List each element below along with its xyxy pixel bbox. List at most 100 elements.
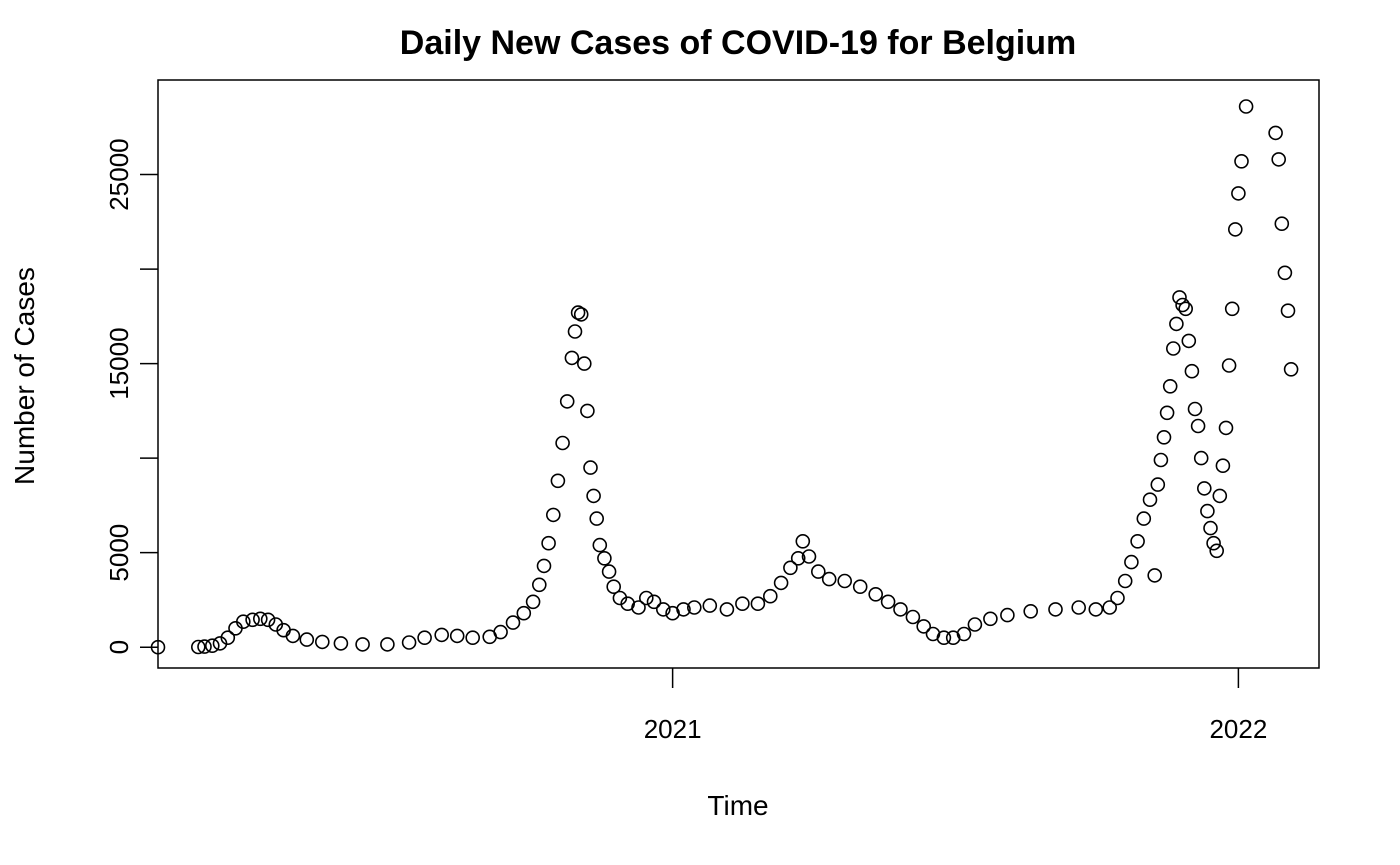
data-point [541, 535, 556, 551]
data-point [1190, 418, 1206, 434]
data-point [536, 558, 552, 574]
data-point [516, 605, 532, 621]
data-point [750, 596, 766, 612]
data-point [702, 598, 718, 613]
data-point [564, 350, 580, 366]
data-point [1175, 297, 1190, 313]
data-point [583, 460, 598, 475]
data-point [550, 473, 566, 489]
data-point [1110, 590, 1125, 606]
data-point [1153, 452, 1169, 468]
plot-frame [157, 79, 1320, 669]
data-point [580, 403, 595, 419]
data-point [197, 639, 212, 654]
data-point [773, 575, 789, 591]
data-point [299, 632, 315, 647]
data-point [1271, 152, 1286, 167]
data-point [936, 630, 952, 646]
data-point [1130, 533, 1145, 549]
data-point [1023, 603, 1038, 619]
data-point [1178, 301, 1193, 317]
data-point [505, 615, 521, 630]
data-point [686, 600, 702, 615]
data-point [1156, 429, 1172, 445]
data-point [983, 611, 998, 627]
data-points [150, 99, 1299, 655]
data-point [1221, 358, 1237, 373]
data-point [1000, 607, 1015, 623]
data-point [493, 624, 508, 640]
data-point [434, 627, 450, 643]
data-point [1203, 520, 1218, 536]
y-tick-label: 25000 [104, 138, 134, 210]
data-point [735, 596, 750, 612]
data-point [719, 602, 735, 617]
data-point [1193, 450, 1209, 466]
data-point [314, 634, 330, 650]
x-tick-label: 2021 [644, 714, 702, 744]
data-point [893, 602, 908, 617]
data-point [567, 324, 583, 339]
data-point [783, 560, 798, 576]
x-tick-label: 2022 [1209, 714, 1267, 744]
data-point [1274, 216, 1290, 231]
data-point [525, 594, 541, 610]
data-point [1209, 543, 1224, 559]
data-point [1283, 361, 1299, 377]
data-point [1277, 265, 1293, 281]
data-point [191, 639, 206, 655]
data-point [1181, 333, 1197, 349]
x-axis-label: Time [707, 790, 768, 821]
data-point [380, 637, 395, 652]
data-point [916, 619, 932, 634]
data-point [576, 356, 592, 371]
data-point [1147, 568, 1162, 583]
data-point [1218, 420, 1234, 436]
data-point [1102, 600, 1117, 615]
data-point [1166, 341, 1181, 356]
data-point [837, 573, 853, 589]
data-point [586, 488, 601, 504]
data-point [1071, 600, 1086, 615]
data-point [821, 571, 837, 587]
data-point [638, 590, 654, 606]
data-point [245, 612, 260, 628]
data-point [1234, 154, 1249, 169]
data-point [601, 564, 617, 579]
data-point [1200, 503, 1215, 519]
data-point [465, 630, 481, 646]
data-point [401, 635, 417, 650]
data-point [1088, 602, 1104, 617]
data-point [1184, 363, 1200, 379]
data-point [1159, 405, 1175, 421]
y-axis: 0 5000 15000 25000 [104, 138, 158, 654]
data-point [852, 579, 868, 595]
data-point [880, 594, 896, 610]
data-point [646, 594, 662, 610]
data-point [1150, 477, 1166, 492]
data-point [762, 588, 778, 604]
x-axis: 2021 2022 [644, 668, 1267, 744]
data-point [285, 628, 301, 644]
data-point [1206, 535, 1221, 551]
data-point [1238, 99, 1254, 114]
data-point [1117, 573, 1133, 589]
data-point [945, 630, 961, 646]
data-point [220, 630, 236, 646]
data-point [570, 305, 586, 320]
data-point [606, 579, 622, 595]
data-point [967, 617, 983, 632]
data-point [531, 577, 547, 593]
data-point [1228, 222, 1243, 237]
data-point [795, 533, 811, 549]
data-point [956, 626, 972, 642]
data-point [905, 609, 921, 625]
data-point [555, 435, 570, 451]
data-point [545, 507, 561, 523]
data-point [333, 636, 349, 651]
data-point [205, 638, 220, 654]
data-point [1169, 316, 1184, 332]
data-point [655, 602, 671, 617]
y-tick-label: 5000 [104, 524, 134, 582]
